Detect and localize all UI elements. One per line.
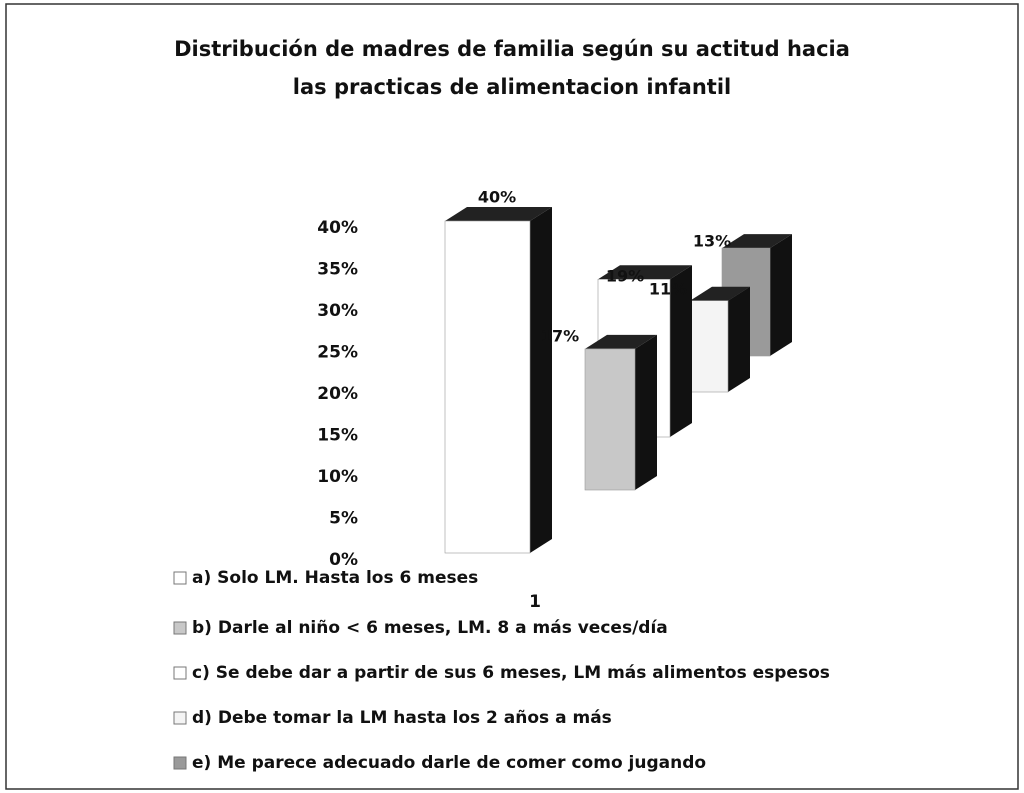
data-label: 11% — [649, 280, 687, 299]
frame — [5, 3, 1019, 790]
chart-title: Distribución de madres de familia según … — [174, 37, 850, 61]
legend-label: c) Se debe dar a partir de sus 6 meses, … — [192, 663, 830, 683]
y-tick-label: 25% — [317, 343, 358, 363]
y-tick-label: 5% — [329, 509, 358, 529]
data-label: 13% — [693, 232, 731, 251]
legend-label: e) Me parece adecuado darle de comer com… — [192, 753, 706, 773]
legend-label: d) Debe tomar la LM hasta los 2 años a m… — [192, 708, 612, 728]
bar-top — [598, 265, 692, 280]
bar-top — [585, 334, 657, 349]
y-tick-label: 35% — [317, 260, 358, 280]
chart-title-line2: las practicas de alimentacion infantil — [293, 75, 731, 99]
legend-swatch — [173, 621, 187, 635]
bar-top — [445, 207, 552, 221]
bar-front — [584, 348, 636, 491]
bar — [444, 207, 552, 554]
legend-swatch — [173, 711, 187, 725]
bar-side — [770, 234, 792, 356]
bar — [689, 286, 750, 393]
bar-side — [670, 265, 692, 437]
legend-swatch — [173, 666, 187, 680]
bar-front — [444, 220, 531, 554]
data-label: 17% — [541, 327, 579, 346]
bar-top — [690, 286, 750, 301]
data-label: 19% — [606, 267, 644, 286]
legend-label: a) Solo LM. Hasta los 6 meses — [192, 568, 478, 588]
legend-swatch — [173, 756, 187, 770]
y-tick-label: 15% — [317, 426, 358, 446]
y-tick-label: 0% — [329, 550, 358, 570]
y-tick-label: 10% — [317, 467, 358, 487]
legend-label: b) Darle al niño < 6 meses, LM. 8 a más … — [192, 618, 668, 638]
y-tick-label: 30% — [317, 301, 358, 321]
bar-front — [689, 300, 729, 393]
bar-side — [635, 334, 657, 490]
y-tick-label: 40% — [317, 218, 358, 238]
x-tick-label: 1 — [529, 592, 541, 612]
y-tick-label: 20% — [317, 384, 358, 404]
bar-side — [728, 286, 750, 392]
legend-swatch — [173, 571, 187, 585]
bar-side — [530, 207, 552, 553]
bar-top — [722, 234, 792, 249]
bar — [584, 334, 657, 491]
data-label: 40% — [478, 188, 516, 207]
